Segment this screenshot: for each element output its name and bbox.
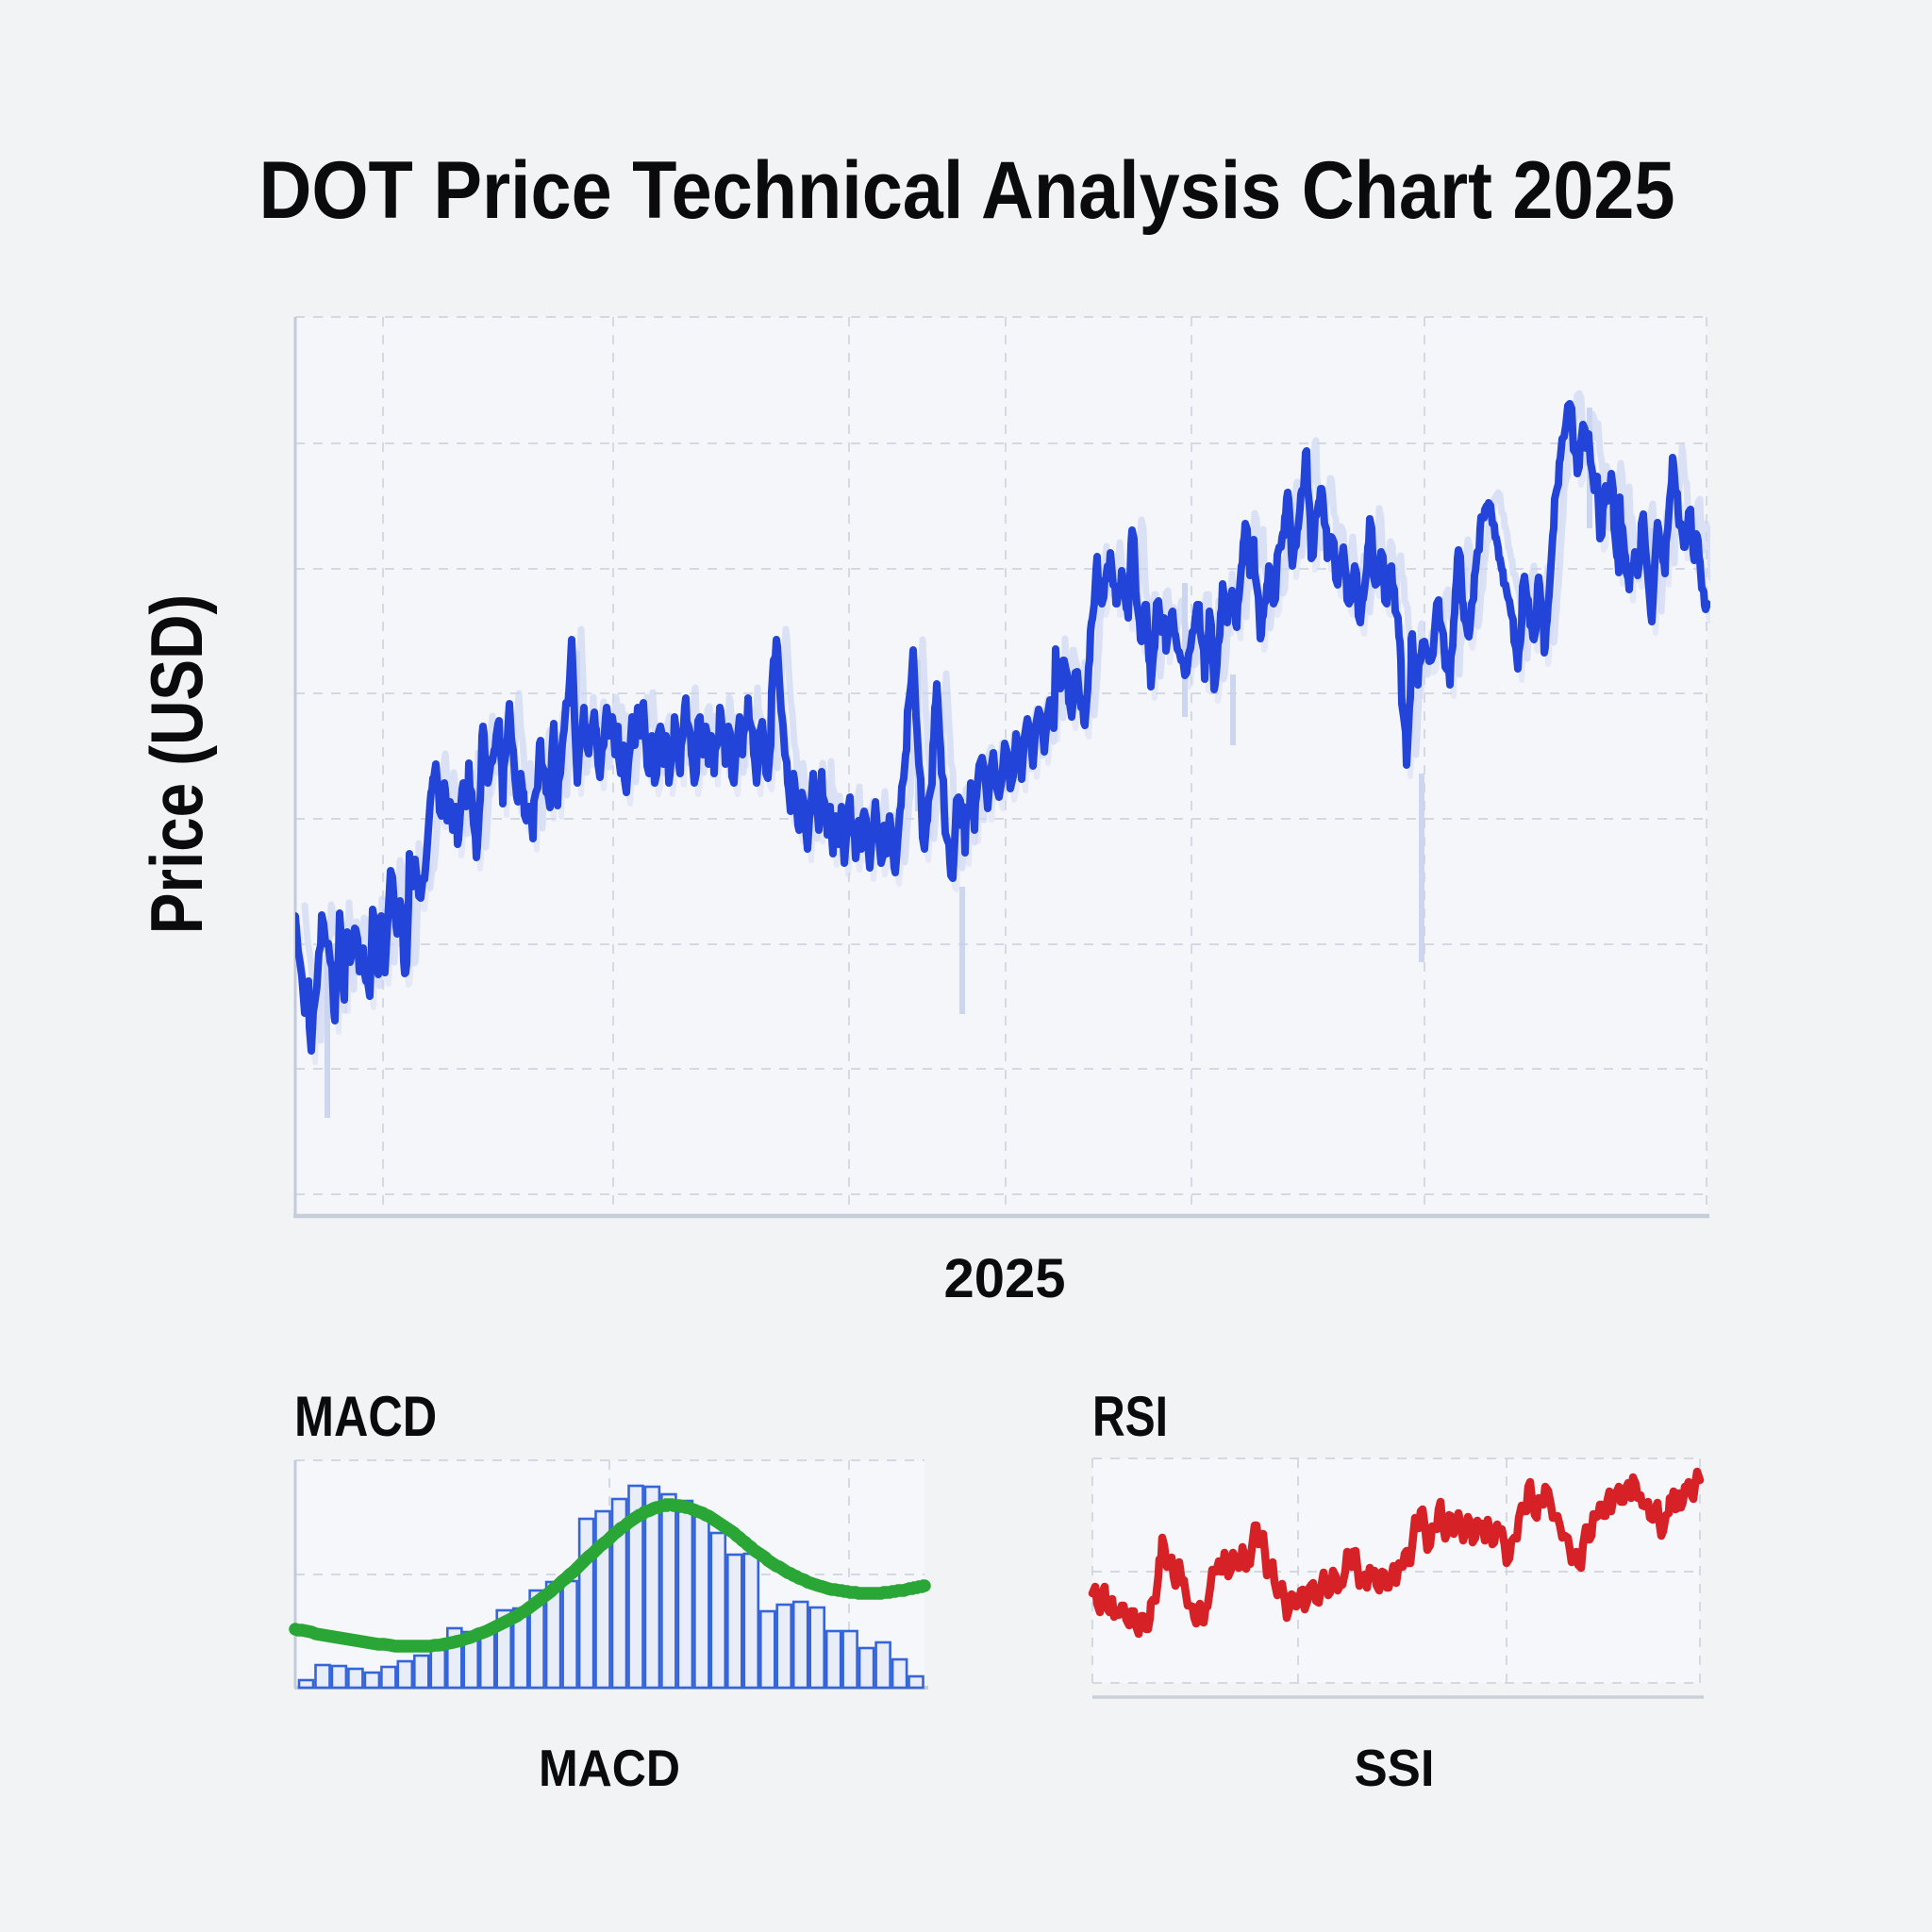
svg-text:Price (USD): Price (USD) <box>137 594 219 934</box>
svg-text:SSI: SSI <box>1354 1740 1434 1797</box>
svg-text:2025: 2025 <box>943 1248 1065 1309</box>
svg-text:DOT Price Technical Analysis C: DOT Price Technical Analysis Chart 2025 <box>258 145 1674 236</box>
svg-text:RSI: RSI <box>1092 1385 1168 1448</box>
svg-text:MACD: MACD <box>539 1740 680 1798</box>
svg-text:MACD: MACD <box>294 1385 437 1448</box>
